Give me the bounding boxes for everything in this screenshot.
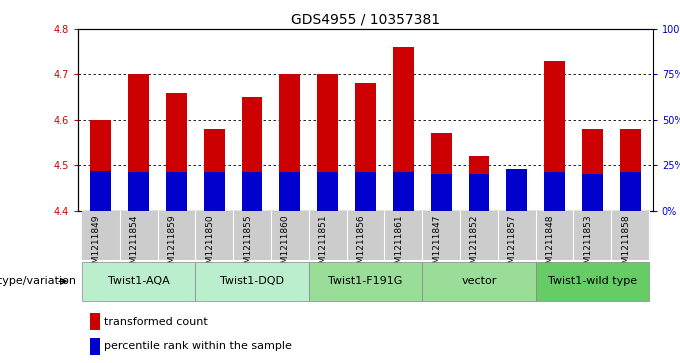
- Bar: [611, 211, 649, 260]
- Text: GSM1211860: GSM1211860: [281, 215, 290, 275]
- Bar: [279, 172, 301, 211]
- Title: GDS4955 / 10357381: GDS4955 / 10357381: [291, 12, 440, 26]
- Text: GSM1211855: GSM1211855: [243, 215, 252, 275]
- Text: GSM1211848: GSM1211848: [545, 215, 554, 275]
- Text: GSM1211850: GSM1211850: [205, 215, 214, 275]
- Text: Twist1-wild type: Twist1-wild type: [548, 276, 637, 286]
- Text: genotype/variation: genotype/variation: [0, 276, 76, 286]
- Bar: [619, 172, 641, 211]
- FancyBboxPatch shape: [195, 262, 309, 301]
- Text: GSM1211859: GSM1211859: [167, 215, 177, 275]
- Text: vector: vector: [461, 276, 496, 286]
- Bar: [318, 74, 338, 211]
- Bar: [469, 174, 490, 211]
- Bar: [544, 172, 565, 211]
- Bar: [384, 211, 422, 260]
- Text: GSM1211853: GSM1211853: [583, 215, 592, 275]
- Bar: [233, 211, 271, 260]
- Bar: [507, 170, 527, 211]
- Text: Twist1-AQA: Twist1-AQA: [108, 276, 169, 286]
- Bar: [166, 171, 187, 211]
- Bar: [129, 171, 149, 211]
- Bar: [582, 174, 602, 211]
- Text: percentile rank within the sample: percentile rank within the sample: [104, 341, 292, 351]
- Bar: [82, 211, 120, 260]
- Bar: [582, 129, 602, 211]
- Bar: [498, 211, 536, 260]
- Text: GSM1211858: GSM1211858: [621, 215, 630, 275]
- Bar: [347, 211, 384, 260]
- Text: GSM1211852: GSM1211852: [470, 215, 479, 275]
- Bar: [309, 211, 347, 260]
- Text: Twist1-F191G: Twist1-F191G: [328, 276, 403, 286]
- Text: GSM1211856: GSM1211856: [356, 215, 366, 275]
- Bar: [90, 338, 100, 355]
- Bar: [241, 171, 262, 211]
- Bar: [355, 83, 376, 211]
- FancyBboxPatch shape: [82, 262, 195, 301]
- Bar: [573, 211, 611, 260]
- Bar: [469, 156, 490, 211]
- Bar: [195, 211, 233, 260]
- Bar: [204, 129, 224, 211]
- Bar: [129, 74, 149, 211]
- Bar: [90, 171, 112, 211]
- Bar: [318, 172, 338, 211]
- Bar: [544, 61, 565, 211]
- Bar: [422, 211, 460, 260]
- Text: GSM1211857: GSM1211857: [508, 215, 517, 275]
- Bar: [536, 211, 573, 260]
- FancyBboxPatch shape: [536, 262, 649, 301]
- Text: GSM1211861: GSM1211861: [394, 215, 403, 275]
- Bar: [393, 172, 413, 211]
- Bar: [430, 174, 452, 211]
- Bar: [279, 74, 301, 211]
- Bar: [271, 211, 309, 260]
- Text: GSM1211847: GSM1211847: [432, 215, 441, 275]
- Text: transformed count: transformed count: [104, 317, 208, 327]
- Text: GSM1211849: GSM1211849: [92, 215, 101, 275]
- Bar: [120, 211, 158, 260]
- Bar: [90, 314, 100, 330]
- Bar: [158, 211, 195, 260]
- Text: Twist1-DQD: Twist1-DQD: [220, 276, 284, 286]
- Bar: [619, 129, 641, 211]
- Bar: [430, 133, 452, 211]
- Bar: [460, 211, 498, 260]
- Bar: [204, 172, 224, 211]
- Bar: [355, 172, 376, 211]
- FancyBboxPatch shape: [422, 262, 536, 301]
- Bar: [507, 169, 527, 211]
- Text: GSM1211851: GSM1211851: [319, 215, 328, 275]
- Bar: [393, 47, 413, 211]
- Bar: [241, 97, 262, 211]
- Text: GSM1211854: GSM1211854: [130, 215, 139, 275]
- Bar: [166, 93, 187, 211]
- Bar: [90, 120, 112, 211]
- FancyBboxPatch shape: [309, 262, 422, 301]
